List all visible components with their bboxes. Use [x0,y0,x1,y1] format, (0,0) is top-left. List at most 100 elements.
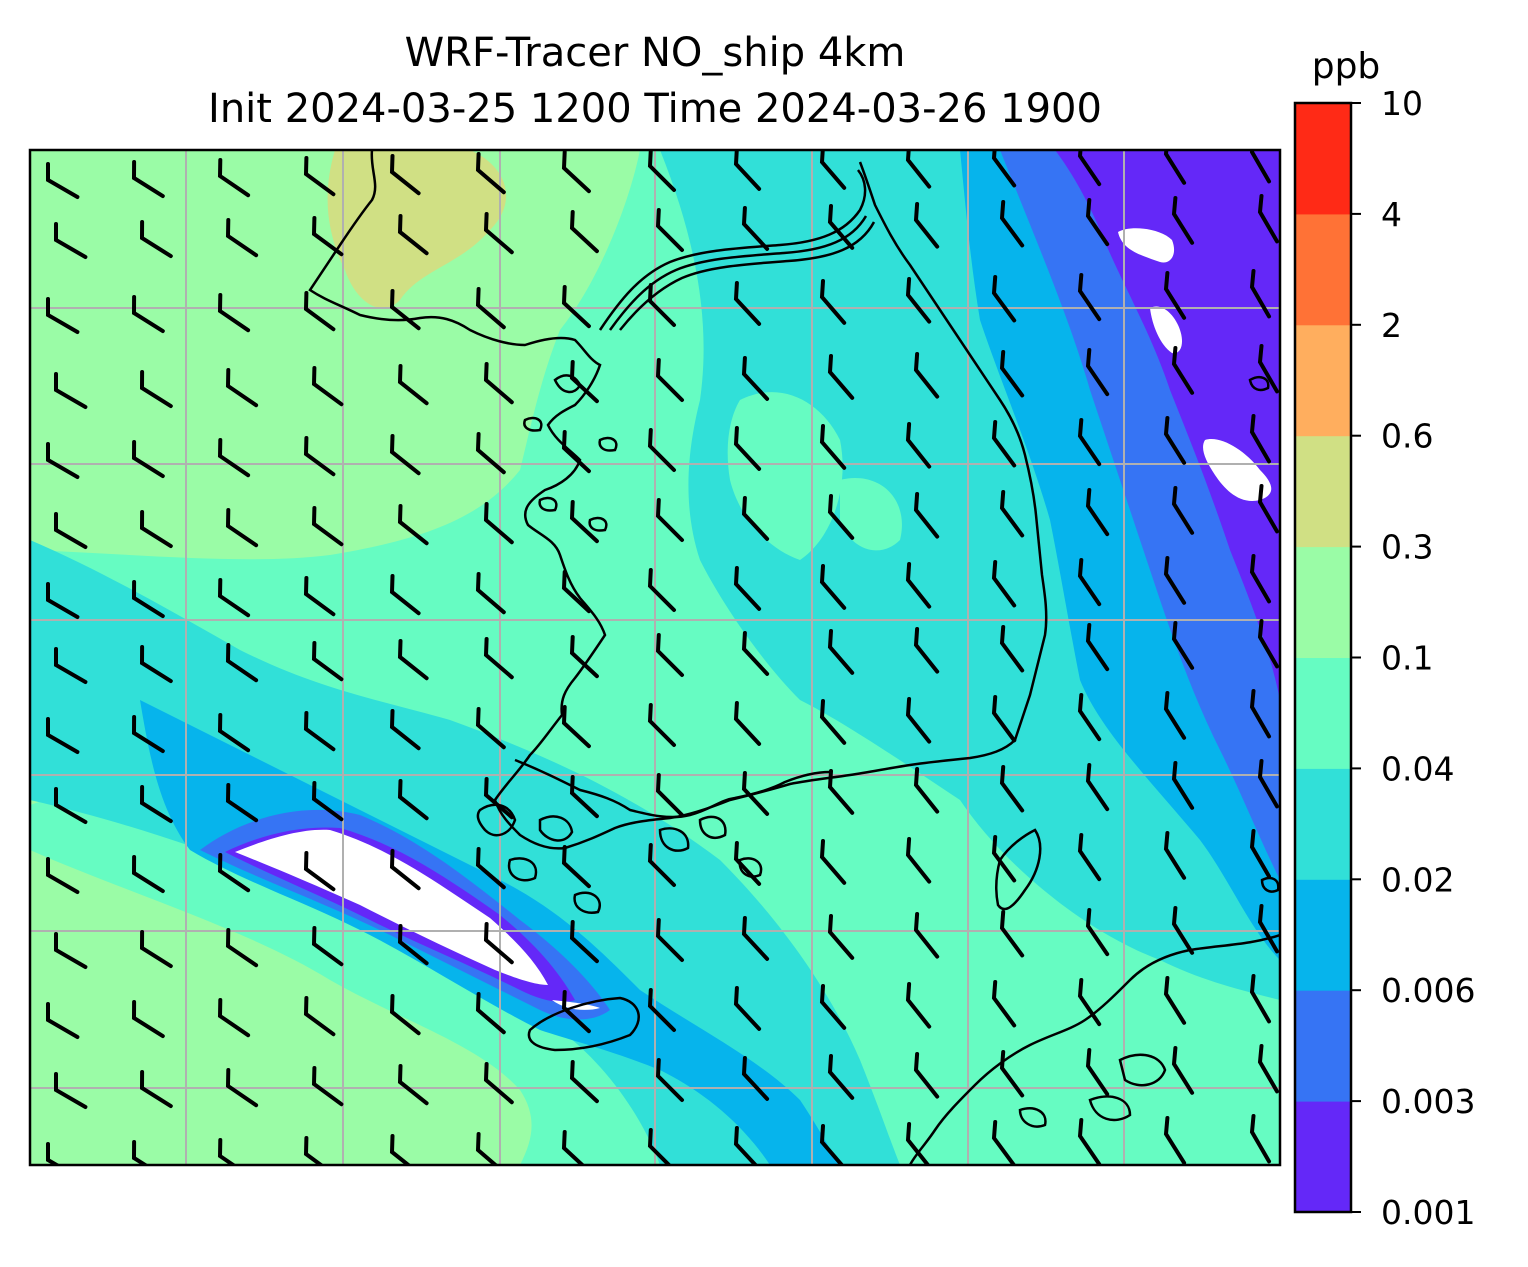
wind-barb [827,354,855,400]
wind-barb [647,703,676,747]
wind-barb [389,1134,412,1165]
wind-barb [1077,273,1102,322]
wind-barb [1077,693,1102,742]
wind-barb [217,158,251,198]
field-below-range-east3 [1203,439,1272,501]
wind-barb [1163,691,1187,740]
colorbar-tick-label: 0.04 [1381,749,1454,788]
wind-barb [131,440,165,479]
wind-barb [303,996,336,1037]
wind-barb [225,783,259,823]
wind-barb [991,835,1017,883]
wind-barb [46,717,80,754]
wind-barb [397,924,429,966]
wind-barb [819,984,847,1030]
wind-barb [1257,619,1279,669]
wind-barb [1257,344,1279,394]
wind-barb [54,1072,88,1109]
wind-barb [1257,1044,1279,1094]
wind-barb [647,428,676,472]
wind-barb [655,1058,684,1102]
wind-barb [991,275,1017,323]
wind-barb [1171,761,1195,810]
colorbar-tick-label: 0.02 [1381,860,1454,899]
wind-barb [819,150,847,190]
wind-barb [475,847,506,890]
wind-barb [561,1130,586,1165]
wind-barb [827,494,855,540]
wind-barb [475,152,506,195]
wind-barb [827,914,855,960]
wind-barb [991,560,1017,608]
wind-barb [905,562,932,609]
wind-barb [397,214,429,256]
wind-barb [46,162,80,199]
field-0.04-0.1-patch1 [727,392,843,560]
wind-barb [827,629,855,675]
colorbar-tick-label: 4 [1381,195,1402,234]
wind-barb [1077,978,1102,1027]
wind-barb [741,1056,770,1101]
coastline-islands-estonia [1018,1053,1167,1128]
wind-barb [647,568,676,612]
wind-barb [741,771,770,816]
wind-barb [131,295,165,334]
wind-barb [311,1066,344,1107]
wind-barb [54,932,88,969]
wind-barb [655,208,684,252]
wind-barb [905,150,932,189]
wind-barb [1171,906,1195,955]
field-0.04-0.1-patch2 [840,478,902,551]
wind-barb [311,781,344,822]
wind-barb [389,154,421,196]
wind-barb [819,839,847,885]
wind-barb [999,490,1025,538]
wind-barb [655,773,684,817]
colorbar-tick-label: 0.003 [1381,1082,1475,1121]
wind-barb [1249,974,1271,1024]
wind-barb [311,641,344,682]
wind-barb [1257,759,1279,809]
wind-barb [991,980,1017,1028]
wind-barb [217,438,251,478]
colorbar-tick-label: 2 [1381,306,1402,345]
wind-barb [905,277,932,324]
wind-barb [217,998,251,1038]
wind-barb [569,635,599,679]
colorbar-tick-label: 0.001 [1381,1193,1475,1232]
wind-barb [483,212,514,255]
concentration-field [30,150,1280,1165]
wind-barb [46,442,80,479]
wind-barbs [46,150,1279,1165]
wind-barb [1163,416,1187,465]
colorbar-segment [1295,103,1351,215]
wind-barb [819,424,847,470]
wind-barb [475,432,506,475]
wind-barb [131,1140,149,1165]
wind-barb [303,436,336,477]
wind-barb [1257,904,1279,954]
wind-barb [131,715,165,754]
wind-barb [131,1000,165,1039]
wind-barb [225,643,259,683]
field-below-range-east2 [1150,306,1183,354]
wind-barb [1163,976,1187,1025]
colorbar-unit-label: ppb [1312,46,1381,87]
wind-barb [139,510,173,549]
coastline-russia-north [598,169,867,331]
wind-barb [1085,348,1110,397]
coastline-sweden-finland-west [308,150,1048,850]
field-below-range-west [235,829,548,985]
wind-barb [389,434,421,476]
map-frame [28,148,1282,1167]
wind-barb [647,1128,672,1165]
wind-barb [1163,1116,1187,1165]
wind-barb [1257,484,1279,534]
colorbar-tick-label: 0.1 [1381,639,1433,678]
wind-barb [1249,414,1271,464]
colorbar-segment [1295,990,1351,1102]
wind-barb [225,218,259,258]
wind-barb [217,713,251,753]
wind-barb [483,502,514,545]
wind-barb [561,150,591,194]
